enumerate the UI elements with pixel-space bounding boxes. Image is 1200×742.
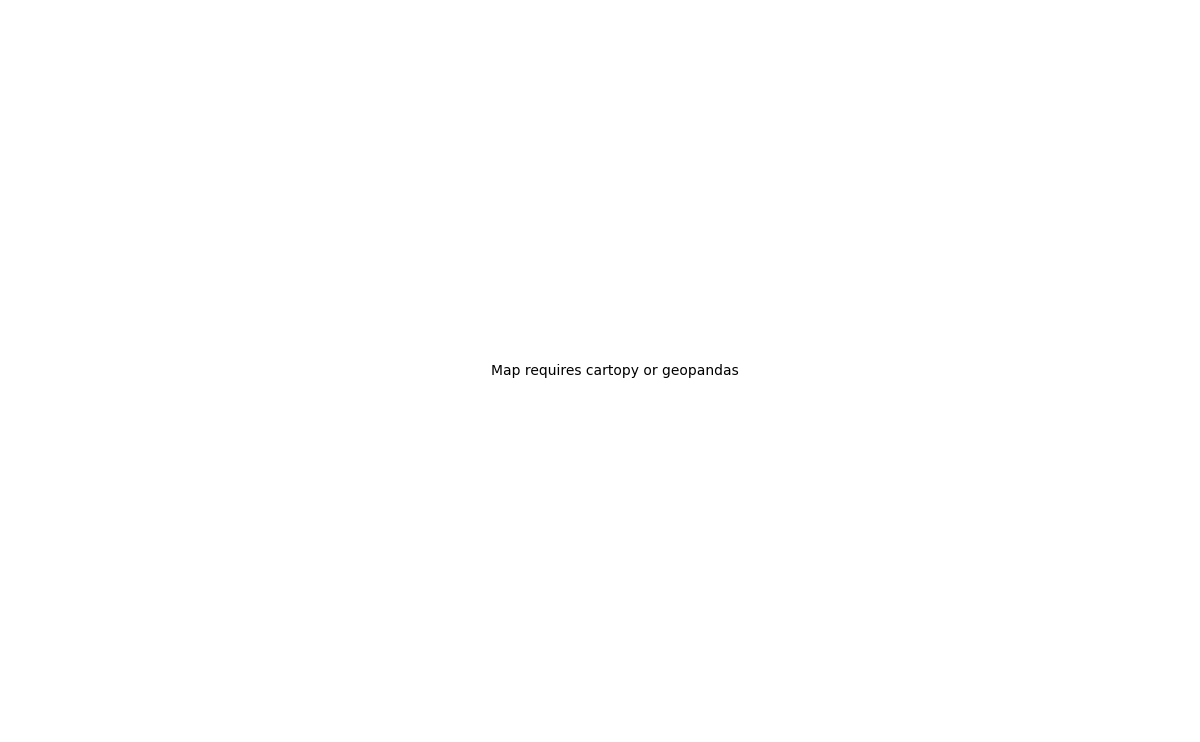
- Text: Map requires cartopy or geopandas: Map requires cartopy or geopandas: [491, 364, 739, 378]
